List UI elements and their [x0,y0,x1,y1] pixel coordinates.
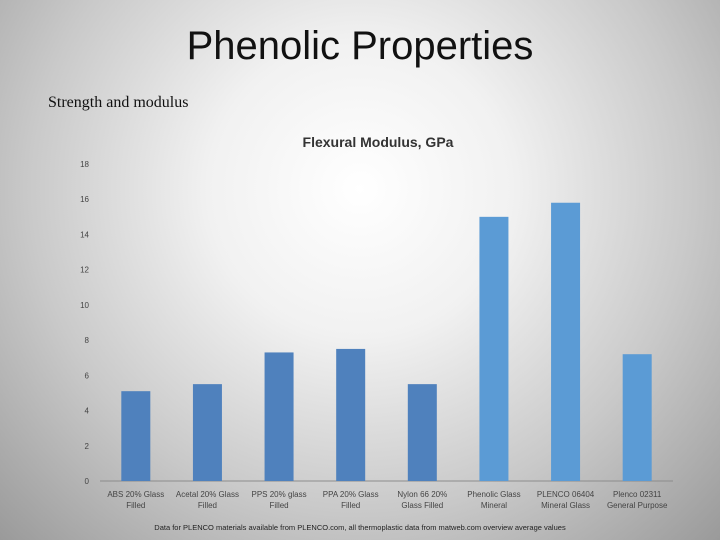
bar [264,352,294,481]
bar [551,202,581,481]
y-tick-label: 6 [85,371,90,380]
x-tick-label: Filled [270,501,289,510]
bar [336,348,366,481]
y-tick-label: 2 [85,442,90,451]
x-tick-label: Filled [341,501,360,510]
bar [192,384,222,481]
slide-title: Phenolic Properties [186,24,534,68]
bar [622,354,652,481]
y-tick-label: 4 [85,407,90,416]
x-tick-label: Plenco 02311 [613,490,662,499]
slide-subtitle: Strength and modulus [48,94,189,111]
x-tick-label: General Purpose [607,501,668,510]
x-tick-label: Nylon 66 20% [397,490,447,499]
x-tick-label: Acetal 20% Glass [176,490,239,499]
x-tick-label: Mineral Glass [541,501,590,510]
x-tick-label: ABS 20% Glass [107,490,164,499]
y-tick-label: 8 [85,336,90,345]
y-tick-label: 14 [80,230,89,239]
bar [407,384,437,481]
x-tick-label: PPA 20% Glass [323,490,379,499]
chart-title: Flexural Modulus, GPa [303,134,454,150]
x-tick-label: Filled [126,501,145,510]
bar [121,391,151,481]
x-tick-label: Mineral [481,501,507,510]
x-tick-label: Glass Filled [401,501,443,510]
y-tick-label: 18 [80,160,89,169]
y-tick-label: 12 [80,266,89,275]
x-tick-label: Filled [198,501,217,510]
x-tick-label: Phenolic Glass [467,490,520,499]
y-tick-label: 10 [80,301,89,310]
footnote: Data for PLENCO materials available from… [154,523,566,532]
bar [479,216,509,482]
x-tick-label: PLENCO 06404 [537,490,595,499]
y-tick-label: 0 [85,477,90,486]
x-tick-label: PPS 20% glass [251,490,306,499]
y-tick-label: 16 [80,195,89,204]
